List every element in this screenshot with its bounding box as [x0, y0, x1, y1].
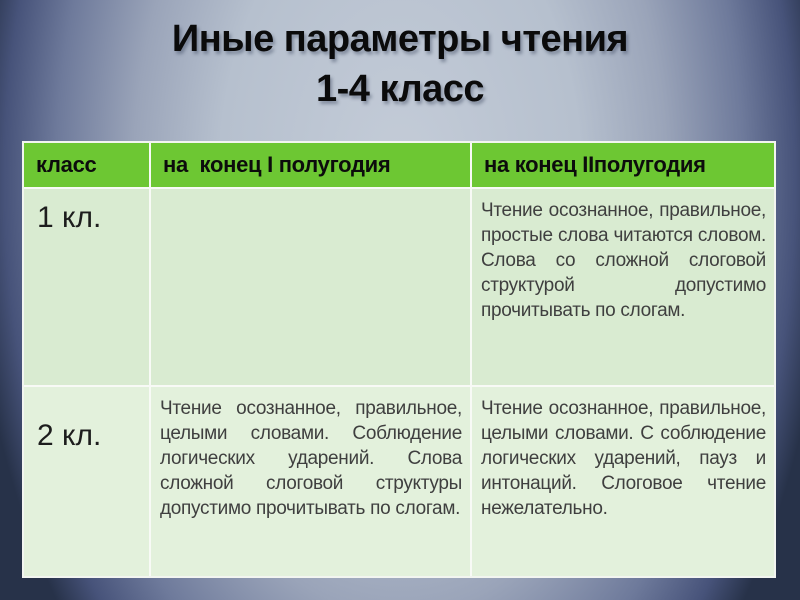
title-line-2: 1-4 класс [315, 68, 485, 110]
cell-grade-2-semester-2: Чтение осознанное, правильное, целыми сл… [472, 387, 774, 576]
title-line-1: Иные параметры чтения [171, 18, 629, 60]
cell-grade-1-label: 1 кл. [24, 189, 149, 385]
header-cell-semester-1: на конец I полугодия [151, 143, 470, 187]
header-cell-semester-2: на конец IIполугодия [472, 143, 774, 187]
cell-grade-2-label: 2 кл. [24, 387, 149, 576]
cell-grade-2-semester-1: Чтение осознанное, правильное, целыми сл… [151, 387, 470, 576]
cell-grade-1-semester-1 [151, 189, 470, 385]
reading-parameters-table: класс на конец I полугодия на конец IIпо… [22, 141, 776, 578]
slide-title: Иные параметры чтения 1-4 класс [0, 14, 800, 114]
header-cell-class: класс [24, 143, 149, 187]
cell-grade-1-semester-2: Чтение осознанное, правильное, простые с… [472, 189, 774, 385]
